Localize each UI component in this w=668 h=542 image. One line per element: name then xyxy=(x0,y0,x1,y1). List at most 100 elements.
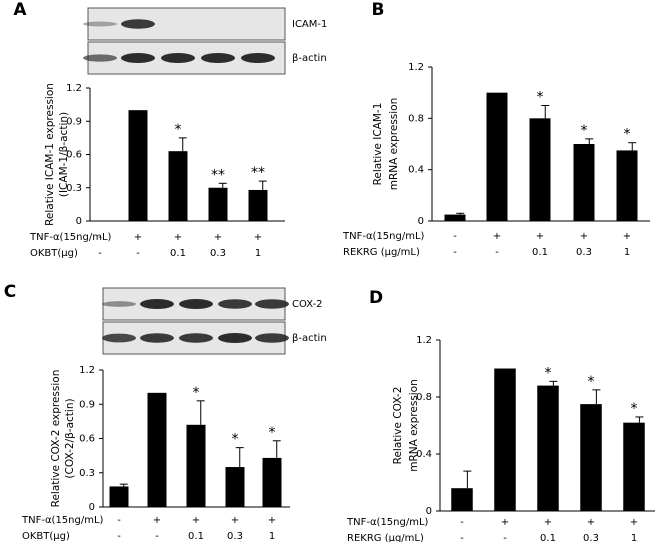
significance: ** xyxy=(251,165,265,181)
blot-label: COX-2 xyxy=(292,299,323,310)
row-value: - xyxy=(117,515,121,526)
row-value: + xyxy=(630,517,638,528)
significance: * xyxy=(581,123,588,139)
bar xyxy=(248,189,268,221)
row-value: - xyxy=(453,231,457,242)
row-value: - xyxy=(98,248,102,259)
row-value: 0.3 xyxy=(210,248,226,259)
blot-band xyxy=(255,299,289,309)
error-bar xyxy=(235,447,244,468)
row-label: OKBT(μg) xyxy=(22,531,70,542)
blot-band xyxy=(218,333,252,343)
y-tick-label: 0 xyxy=(89,502,95,513)
y-tick-label: 0.6 xyxy=(66,150,82,161)
y-tick-label: 0.4 xyxy=(408,165,424,176)
row-value: - xyxy=(503,533,507,542)
bar xyxy=(128,110,148,221)
y-axis-label: Relative ICAM-1 expression xyxy=(44,83,56,226)
bar xyxy=(168,151,188,221)
y-axis-label: (ICAM-1/β-actin) xyxy=(58,112,70,197)
row-value: 0.1 xyxy=(170,248,186,259)
y-tick-label: 0.8 xyxy=(408,113,424,124)
y-tick-label: 0.6 xyxy=(79,434,95,445)
significance: ** xyxy=(211,167,225,183)
y-tick-label: 0 xyxy=(426,506,432,517)
blot-band xyxy=(102,333,136,343)
blot-band xyxy=(161,53,195,63)
row-label: TNF-α(15ng/mL) xyxy=(21,515,104,526)
significance: * xyxy=(545,365,552,381)
error-bar xyxy=(585,138,594,144)
y-tick-label: 0.3 xyxy=(79,468,95,479)
bar xyxy=(573,144,595,221)
significance: * xyxy=(624,127,631,143)
row-value: 0.3 xyxy=(227,531,243,542)
row-label: REKRG (μg/mL) xyxy=(343,247,420,258)
panel-letter: B xyxy=(372,0,385,20)
bar xyxy=(451,488,473,511)
bar xyxy=(208,187,228,221)
error-bar xyxy=(258,180,267,190)
error-bar xyxy=(463,470,472,489)
row-value: 1 xyxy=(255,248,261,259)
row-value: + xyxy=(153,515,161,526)
blot-band xyxy=(218,299,252,309)
row-value: + xyxy=(580,231,588,242)
row-value: + xyxy=(231,515,239,526)
significance: * xyxy=(588,374,595,390)
significance: * xyxy=(232,432,239,448)
y-tick-label: 0.9 xyxy=(79,399,95,410)
blot-strip xyxy=(87,7,286,41)
row-value: - xyxy=(117,531,121,542)
row-label: OKBT(μg) xyxy=(30,248,78,259)
row-label: TNF-α(15ng/mL) xyxy=(346,517,429,528)
row-value: + xyxy=(501,517,509,528)
row-value: - xyxy=(136,248,140,259)
blot-label: β-actin xyxy=(292,333,327,344)
error-bar xyxy=(549,380,558,386)
bar xyxy=(109,486,129,507)
y-tick-label: 1.2 xyxy=(408,62,424,73)
row-label: TNF-α(15ng/mL) xyxy=(342,231,425,242)
y-axis-label: mRNA expression xyxy=(408,379,420,472)
significance: * xyxy=(175,122,182,138)
row-value: 0.1 xyxy=(532,247,548,258)
error-bar xyxy=(456,212,465,215)
significance: * xyxy=(193,385,200,401)
bar xyxy=(623,422,645,511)
row-value: - xyxy=(155,531,159,542)
row-value: + xyxy=(254,232,262,243)
row-value: - xyxy=(460,517,464,528)
panel-letter: C xyxy=(4,282,16,302)
y-tick-label: 1.2 xyxy=(66,83,82,94)
significance: * xyxy=(537,90,544,106)
y-tick-label: 0 xyxy=(76,216,82,227)
y-tick-label: 0 xyxy=(418,216,424,227)
bar xyxy=(537,385,559,511)
bar xyxy=(186,424,206,507)
row-value: + xyxy=(536,231,544,242)
error-bar xyxy=(635,416,644,423)
bar xyxy=(486,92,508,222)
row-value: 1 xyxy=(631,533,637,542)
blot-band xyxy=(140,299,174,309)
blot-band xyxy=(121,53,155,63)
bar xyxy=(616,150,638,221)
row-value: - xyxy=(453,247,457,258)
row-value: + xyxy=(544,517,552,528)
y-axis-label: Relative COX-2 expression xyxy=(50,370,62,508)
bar xyxy=(580,404,602,511)
row-value: + xyxy=(268,515,276,526)
error-bar xyxy=(628,142,637,151)
blot-band xyxy=(179,299,213,309)
y-axis-label: Relative COX-2 xyxy=(392,387,404,465)
panel-letter: A xyxy=(13,0,27,20)
blot-band xyxy=(83,54,117,62)
blot-band xyxy=(83,21,117,27)
y-tick-label: 0.3 xyxy=(66,183,82,194)
blot-band xyxy=(140,333,174,343)
row-value: 0.1 xyxy=(188,531,204,542)
blot-band xyxy=(121,19,155,29)
